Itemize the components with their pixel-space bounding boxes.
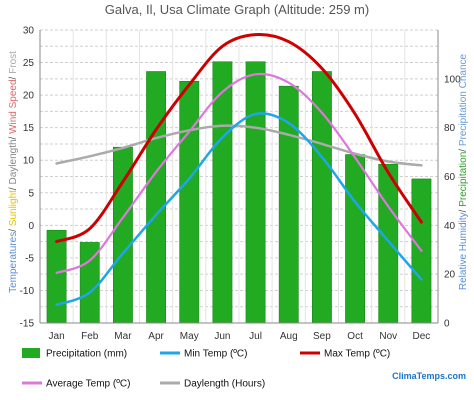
x-tick-label: Jan bbox=[49, 331, 65, 342]
precipitation-bar bbox=[378, 163, 399, 324]
left-tick-label: 5 bbox=[28, 188, 34, 199]
axis-label-part: Precipitation bbox=[458, 152, 469, 207]
legend-swatch-precipitation bbox=[22, 348, 40, 358]
right-tick-label: 80 bbox=[444, 123, 456, 134]
right-tick-label: 40 bbox=[444, 221, 456, 232]
axis-label-part: Sunlight bbox=[8, 190, 19, 226]
precipitation-bar bbox=[179, 80, 200, 324]
average-temp-line bbox=[55, 72, 423, 274]
x-tick-label: Sep bbox=[313, 331, 331, 342]
x-tick-label: Jul bbox=[249, 331, 262, 342]
x-axis-ticks: Jan Feb Mar Apr May Jun Jul Aug Sep Oct Nov Dec bbox=[49, 331, 431, 342]
daylength-line bbox=[55, 124, 423, 167]
max-temp-line bbox=[55, 32, 423, 244]
precipitation-bar bbox=[311, 71, 332, 324]
axis-label-part: / bbox=[458, 207, 469, 213]
left-tick-label: -5 bbox=[25, 253, 34, 264]
axis-label-part: Temperatures bbox=[8, 232, 19, 293]
x-tick-label: Oct bbox=[347, 331, 363, 342]
chart-title: Galva, Il, Usa Climate Graph (Altitude: … bbox=[105, 2, 369, 17]
axis-label-part: Wind Speed bbox=[8, 79, 19, 133]
x-tick-label: Apr bbox=[148, 331, 164, 342]
brand-watermark: ClimaTemps.com bbox=[392, 371, 466, 381]
x-tick-label: Dec bbox=[413, 331, 431, 342]
legend-label: Min Temp (ºC) bbox=[184, 349, 247, 360]
left-tick-label: 0 bbox=[28, 221, 34, 232]
x-tick-label: Nov bbox=[379, 331, 397, 342]
axis-label-part: / bbox=[8, 226, 19, 232]
left-tick-label: 20 bbox=[23, 91, 35, 102]
axis-label-part: / bbox=[8, 185, 19, 191]
precipitation-bar bbox=[212, 61, 233, 324]
axis-label-part: / bbox=[8, 134, 19, 140]
x-tick-label: May bbox=[180, 331, 199, 342]
x-tick-label: Feb bbox=[81, 331, 99, 342]
axis-label-part: Daylength bbox=[8, 139, 19, 184]
left-axis-label: Temperatures/ Sunlight/ Daylength/ Wind … bbox=[8, 51, 19, 293]
x-tick-label: Mar bbox=[114, 331, 132, 342]
right-tick-label: 100 bbox=[444, 74, 461, 85]
left-tick-label: 15 bbox=[23, 123, 35, 134]
left-tick-label: -10 bbox=[20, 286, 35, 297]
axes bbox=[39, 30, 439, 324]
right-tick-label: 0 bbox=[444, 319, 450, 330]
precipitation-bar bbox=[46, 229, 67, 324]
left-tick-label: 25 bbox=[23, 58, 35, 69]
x-tick-label: Aug bbox=[280, 331, 298, 342]
right-axis-ticks: 0 20 40 60 80 100 bbox=[444, 74, 461, 329]
precipitation-bar bbox=[245, 61, 266, 324]
legend-label: Precipitation (mm) bbox=[46, 349, 127, 360]
axis-label-part: Precipitation Chance bbox=[458, 53, 469, 146]
legend-label: Average Temp (ºC) bbox=[46, 379, 130, 390]
legend: Precipitation (mm) Min Temp (ºC) Max Temp … bbox=[22, 348, 390, 390]
left-axis-ticks: -15 -10 -5 0 5 10 15 20 25 30 bbox=[20, 26, 35, 330]
x-tick-label: Jun bbox=[214, 331, 230, 342]
right-tick-label: 20 bbox=[444, 270, 456, 281]
axis-label-part: / bbox=[8, 74, 19, 80]
legend-label: Daylength (Hours) bbox=[184, 379, 265, 390]
axis-label-part: Relative Humidity bbox=[458, 212, 469, 290]
axis-label-part: Frost bbox=[8, 51, 19, 74]
left-tick-label: 10 bbox=[23, 156, 35, 167]
left-tick-label: -15 bbox=[20, 319, 35, 330]
series-lines bbox=[55, 32, 423, 307]
right-tick-label: 60 bbox=[444, 172, 456, 183]
left-tick-label: 30 bbox=[23, 26, 35, 37]
min-temp-line bbox=[55, 112, 423, 307]
right-axis-label: Relative Humidity/ Precipitation/ Precip… bbox=[458, 53, 469, 290]
precipitation-bar bbox=[146, 71, 167, 324]
legend-label: Max Temp (ºC) bbox=[324, 349, 390, 360]
axis-label-part: / bbox=[458, 146, 469, 152]
precipitation-bar bbox=[345, 154, 366, 324]
